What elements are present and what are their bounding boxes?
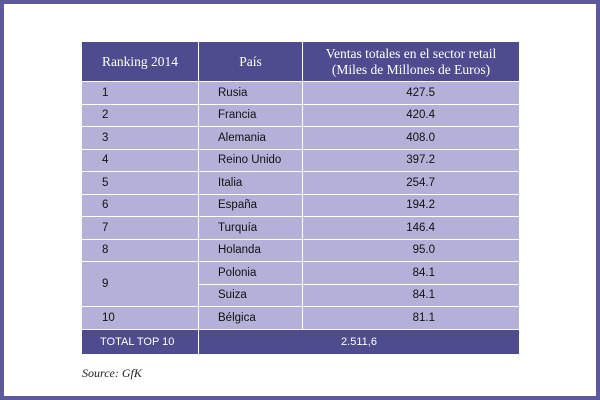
rank-cell: 4 — [81, 148, 199, 172]
sales-value-cell: 420.4 — [302, 103, 520, 127]
country-cell: Reino Unido — [198, 148, 303, 172]
header-sales-line1: Ventas totales en el sector retail — [325, 45, 497, 61]
header-ranking: Ranking 2014 — [81, 41, 199, 82]
retail-sales-table: Ranking 2014 País Ventas totales en el s… — [81, 41, 520, 355]
source-note: Source: GfK — [82, 366, 142, 380]
country-cell: Rusia — [198, 81, 303, 105]
country-cell: Suiza — [198, 283, 303, 307]
table-row: 5 Italia 254.7 — [81, 171, 520, 195]
total-value: 2.511,6 — [198, 328, 520, 355]
rank-cell: 9 — [81, 261, 199, 307]
sales-value-cell: 194.2 — [302, 193, 520, 217]
table-row: 3 Alemania 408.0 — [81, 126, 520, 150]
rank-cell: 6 — [81, 193, 199, 217]
rank-cell: 5 — [81, 171, 199, 195]
table-row: 9 Polonia 84.1 — [81, 261, 520, 307]
sales-value-cell: 84.1 — [302, 261, 520, 285]
header-sales-line2: (Miles de Millones de Euros) — [331, 61, 491, 77]
sales-value-cell: 84.1 — [302, 283, 520, 307]
header-sales: Ventas totales en el sector retail (Mile… — [302, 41, 520, 82]
sales-value-cell: 408.0 — [302, 126, 520, 150]
country-cell: España — [198, 193, 303, 217]
country-cell: Francia — [198, 103, 303, 127]
rank-cell: 8 — [81, 238, 199, 262]
sales-value-cell: 397.2 — [302, 148, 520, 172]
sales-value-cell: 146.4 — [302, 216, 520, 240]
country-cell: Holanda — [198, 238, 303, 262]
sales-value-cell: 427.5 — [302, 81, 520, 105]
table-row: 6 España 194.2 — [81, 193, 520, 217]
rank-cell: 10 — [81, 306, 199, 330]
sales-value-cell: 95.0 — [302, 238, 520, 262]
total-row: TOTAL TOP 10 2.511,6 — [81, 328, 520, 355]
rank-cell: 2 — [81, 103, 199, 127]
table-row: 2 Francia 420.4 — [81, 103, 520, 127]
sales-value-cell: 81.1 — [302, 306, 520, 330]
table-row: 4 Reino Unido 397.2 — [81, 148, 520, 172]
country-cell: Turquía — [198, 216, 303, 240]
country-cell: Bélgica — [198, 306, 303, 330]
sales-value-cell: 254.7 — [302, 171, 520, 195]
rank-cell: 1 — [81, 81, 199, 105]
table-row: 7 Turquía 146.4 — [81, 216, 520, 240]
rank-cell: 3 — [81, 126, 199, 150]
table-header-row: Ranking 2014 País Ventas totales en el s… — [81, 41, 520, 82]
rank-cell: 7 — [81, 216, 199, 240]
table-row: 1 Rusia 427.5 — [81, 81, 520, 105]
table-row: Suiza 84.1 — [82, 283, 520, 307]
country-cell: Alemania — [198, 126, 303, 150]
country-cell: Polonia — [198, 261, 303, 285]
header-country: País — [198, 41, 303, 82]
table-row: 8 Holanda 95.0 — [81, 238, 520, 262]
country-cell: Italia — [198, 171, 303, 195]
total-label: TOTAL TOP 10 — [81, 328, 199, 355]
table-row: 10 Bélgica 81.1 — [81, 306, 520, 330]
